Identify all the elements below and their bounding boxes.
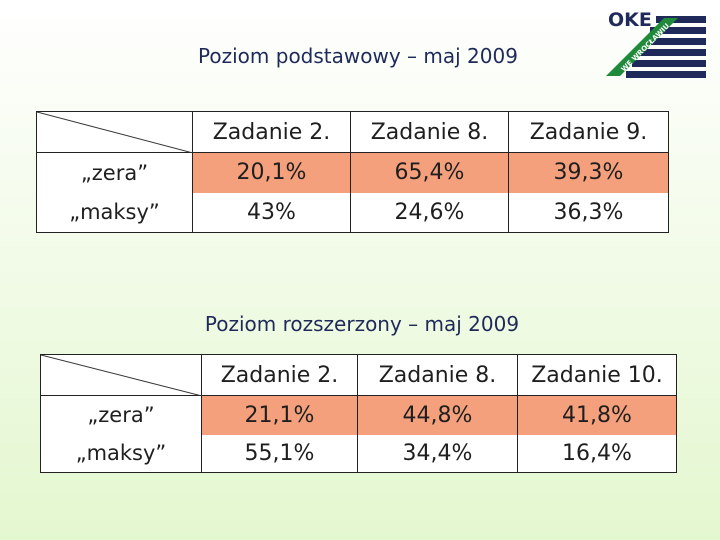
header-cell: Zadanie 2. [201, 354, 358, 396]
value-cell: 39,3% [508, 152, 669, 193]
table-row: „maksy” 43% 24,6% 36,3% [36, 192, 669, 233]
table-row: „zera” 20,1% 65,4% 39,3% [36, 152, 669, 193]
header-cell: Zadanie 8. [350, 111, 509, 153]
value-cell: 65,4% [350, 152, 509, 193]
oke-logo-graphic: OKE WE WROCŁAWIU [606, 9, 706, 78]
value-cell: 16,4% [517, 434, 677, 473]
value-cell: 44,8% [357, 395, 518, 435]
value-cell: 24,6% [350, 192, 509, 233]
header-cell: Zadanie 8. [357, 354, 518, 396]
corner-cell [40, 354, 202, 396]
table-extended-level: Zadanie 2. Zadanie 8. Zadanie 10. „zera”… [40, 354, 677, 473]
value-cell: 55,1% [201, 434, 358, 473]
table-row: „maksy” 55,1% 34,4% 16,4% [40, 434, 677, 473]
value-cell: 20,1% [192, 152, 351, 193]
header-cell: Zadanie 10. [517, 354, 677, 396]
header-cell: Zadanie 9. [508, 111, 669, 153]
logo-text: OKE [608, 9, 652, 31]
section2-title: Poziom rozszerzony – maj 2009 [204, 312, 520, 336]
table-row: „zera” 21,1% 44,8% 41,8% [40, 395, 677, 435]
row-label: „maksy” [36, 192, 193, 233]
row-label: „maksy” [40, 434, 202, 473]
section1-title: Poziom podstawowy – maj 2009 [198, 44, 518, 68]
value-cell: 43% [192, 192, 351, 233]
value-cell: 36,3% [508, 192, 669, 233]
row-label: „zera” [36, 152, 193, 193]
value-cell: 21,1% [201, 395, 358, 435]
value-cell: 34,4% [357, 434, 518, 473]
table-header-row: Zadanie 2. Zadanie 8. Zadanie 9. [36, 111, 669, 153]
header-cell: Zadanie 2. [192, 111, 351, 153]
value-cell: 41,8% [517, 395, 677, 435]
oke-logo: OKE WE WROCŁAWIU [604, 6, 710, 82]
row-label: „zera” [40, 395, 202, 435]
corner-cell [36, 111, 193, 153]
table-basic-level: Zadanie 2. Zadanie 8. Zadanie 9. „zera” … [36, 111, 669, 233]
table-header-row: Zadanie 2. Zadanie 8. Zadanie 10. [40, 354, 677, 396]
